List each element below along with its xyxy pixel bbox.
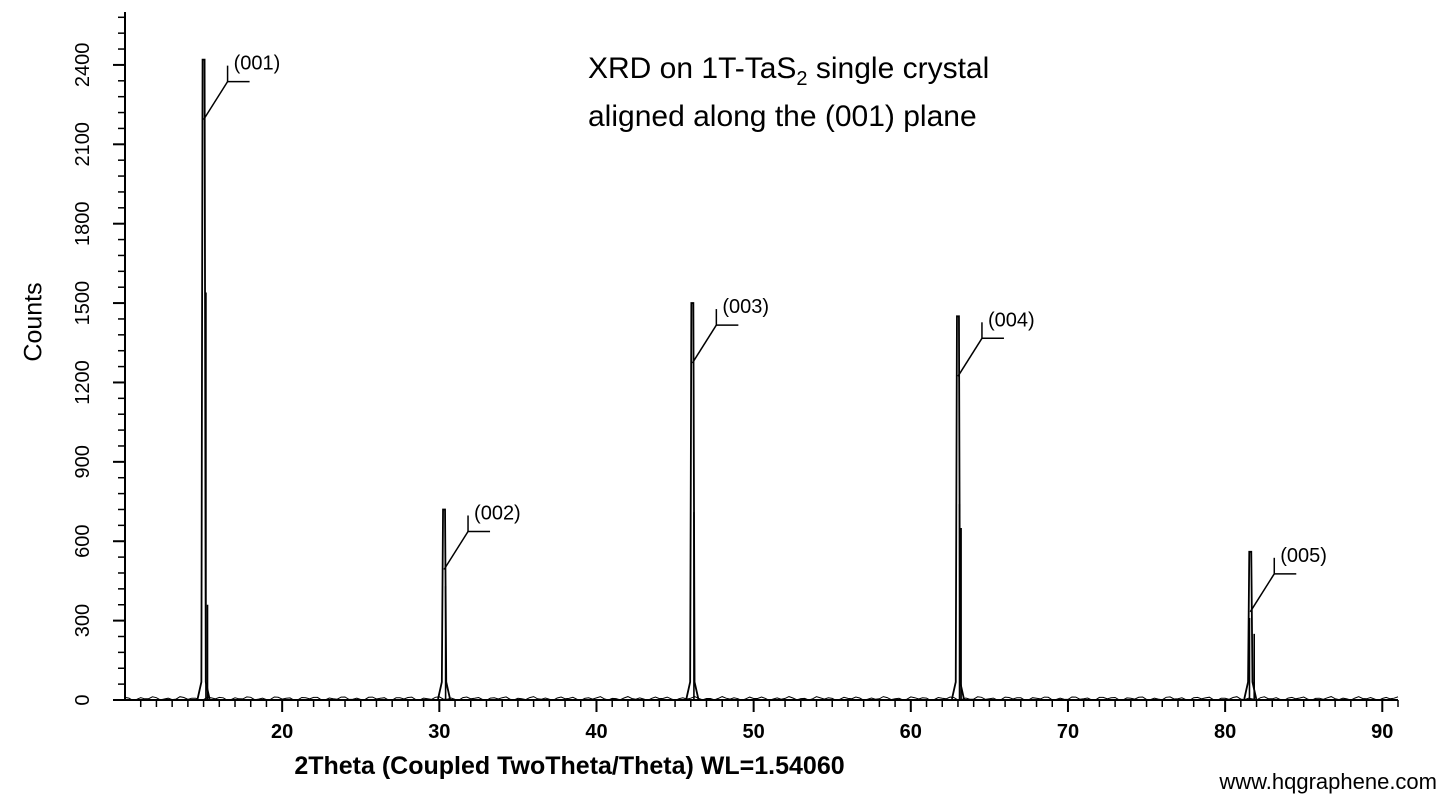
- x-tick-label: 70: [1057, 721, 1079, 743]
- peak-leader-line: [691, 324, 717, 364]
- peak-line: [1243, 550, 1258, 700]
- peak-line: [196, 58, 211, 700]
- chart-title-line2: aligned along the (001) plane: [588, 100, 977, 133]
- peak-line: [951, 315, 965, 700]
- chart-title-line1: XRD on 1T-TaS2 single crystal: [588, 52, 990, 90]
- y-tick-label: 1800: [72, 201, 94, 246]
- chart-title: XRD on 1T-TaS2 single crystal aligned al…: [588, 50, 989, 136]
- peak-line: [685, 302, 700, 700]
- x-tick-label: 30: [428, 721, 450, 743]
- x-axis-label: 2Theta (Coupled TwoTheta/Theta) WL=1.540…: [294, 752, 845, 780]
- y-tick-label: 2400: [72, 43, 94, 88]
- baseline-trace: [124, 696, 1399, 702]
- peak-label: (005): [1280, 545, 1327, 567]
- y-tick-label: 900: [72, 445, 94, 478]
- y-tick-label: 1500: [72, 281, 94, 326]
- y-tick-label: 2100: [72, 122, 94, 167]
- peak-leader-line: [202, 81, 229, 121]
- x-tick-label: 20: [271, 721, 293, 743]
- peak-label: (002): [474, 502, 521, 524]
- y-tick-label: 0: [72, 694, 94, 705]
- peak-label: (001): [234, 53, 281, 75]
- peak-label: (003): [722, 296, 769, 318]
- x-tick-label: 40: [585, 721, 607, 743]
- peak-leader-line: [443, 531, 469, 570]
- x-tick-label: 50: [743, 721, 765, 743]
- x-tick-label: 60: [900, 721, 922, 743]
- y-tick-label: 300: [72, 604, 94, 637]
- y-tick-label: 600: [72, 525, 94, 558]
- peak-line: [437, 508, 451, 700]
- peak-label: (004): [988, 309, 1035, 331]
- x-tick-label: 90: [1371, 721, 1393, 743]
- y-axis-label: Counts: [19, 282, 48, 362]
- x-tick-label: 80: [1214, 721, 1236, 743]
- peak-leader-line: [1249, 573, 1275, 613]
- y-tick-label: 1200: [72, 360, 94, 405]
- peak-leader-line: [957, 337, 983, 377]
- watermark-text: www.hqgraphene.com: [1219, 769, 1437, 794]
